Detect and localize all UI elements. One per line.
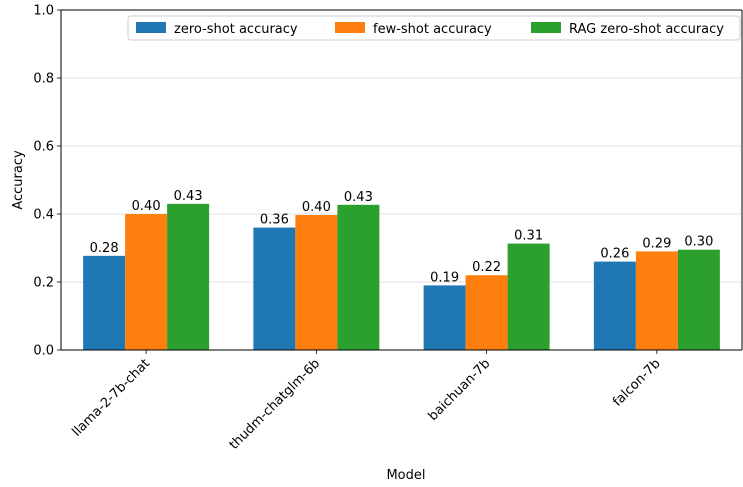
bar bbox=[677, 249, 720, 350]
y-axis-label: Accuracy bbox=[11, 150, 26, 210]
data-label: 0.26 bbox=[600, 247, 629, 262]
data-label: 0.43 bbox=[344, 190, 373, 205]
x-axis-label: Model bbox=[386, 468, 425, 483]
data-label: 0.28 bbox=[90, 241, 119, 256]
bar bbox=[423, 285, 466, 350]
data-labels: 0.28 0.40 0.43 0.36 0.40 0.43 0.19 0.22 0.31 0.26… bbox=[90, 189, 714, 286]
legend-swatch bbox=[531, 22, 561, 33]
x-tick-label: llama-2-7b-chat bbox=[69, 356, 153, 440]
bar bbox=[167, 203, 210, 350]
legend-label: zero-shot accuracy bbox=[174, 22, 298, 37]
legend-swatch bbox=[335, 22, 365, 33]
legend-swatch bbox=[136, 22, 166, 33]
data-label: 0.43 bbox=[174, 189, 203, 204]
bars bbox=[83, 203, 720, 350]
bar bbox=[337, 204, 380, 350]
axes bbox=[60, 9, 743, 351]
data-label: 0.30 bbox=[684, 235, 713, 250]
y-tick-label: 0.8 bbox=[33, 72, 54, 87]
y-tick-label: 0.4 bbox=[33, 208, 54, 223]
legend-box bbox=[127, 15, 741, 41]
y-tick-label: 0.0 bbox=[33, 344, 54, 359]
legend-label: few-shot accuracy bbox=[373, 22, 492, 37]
bar bbox=[635, 251, 678, 350]
bar bbox=[507, 243, 550, 350]
y-tick-label: 1.0 bbox=[33, 4, 54, 19]
data-label: 0.36 bbox=[260, 213, 289, 228]
data-label: 0.31 bbox=[514, 229, 543, 244]
y-tick-label: 0.2 bbox=[33, 276, 54, 291]
legend-label: RAG zero-shot accuracy bbox=[569, 22, 724, 37]
data-label: 0.40 bbox=[132, 199, 161, 214]
data-label: 0.19 bbox=[430, 270, 459, 285]
bar bbox=[253, 227, 296, 350]
data-label: 0.40 bbox=[302, 200, 331, 215]
bar bbox=[465, 275, 508, 350]
data-label: 0.22 bbox=[472, 260, 501, 275]
x-tick-label: falcon-7b bbox=[610, 356, 664, 410]
y-tick-label: 0.6 bbox=[33, 140, 54, 155]
bar bbox=[295, 215, 338, 350]
x-tick-label: baichuan-7b bbox=[426, 356, 494, 424]
data-label: 0.29 bbox=[642, 236, 671, 251]
x-tick-label: thudm-chatglm-6b bbox=[227, 356, 323, 452]
bar bbox=[83, 255, 126, 350]
bar bbox=[593, 261, 636, 350]
legend: zero-shot accuracy few-shot accuracy RAG z… bbox=[127, 15, 741, 41]
bar bbox=[125, 214, 168, 350]
